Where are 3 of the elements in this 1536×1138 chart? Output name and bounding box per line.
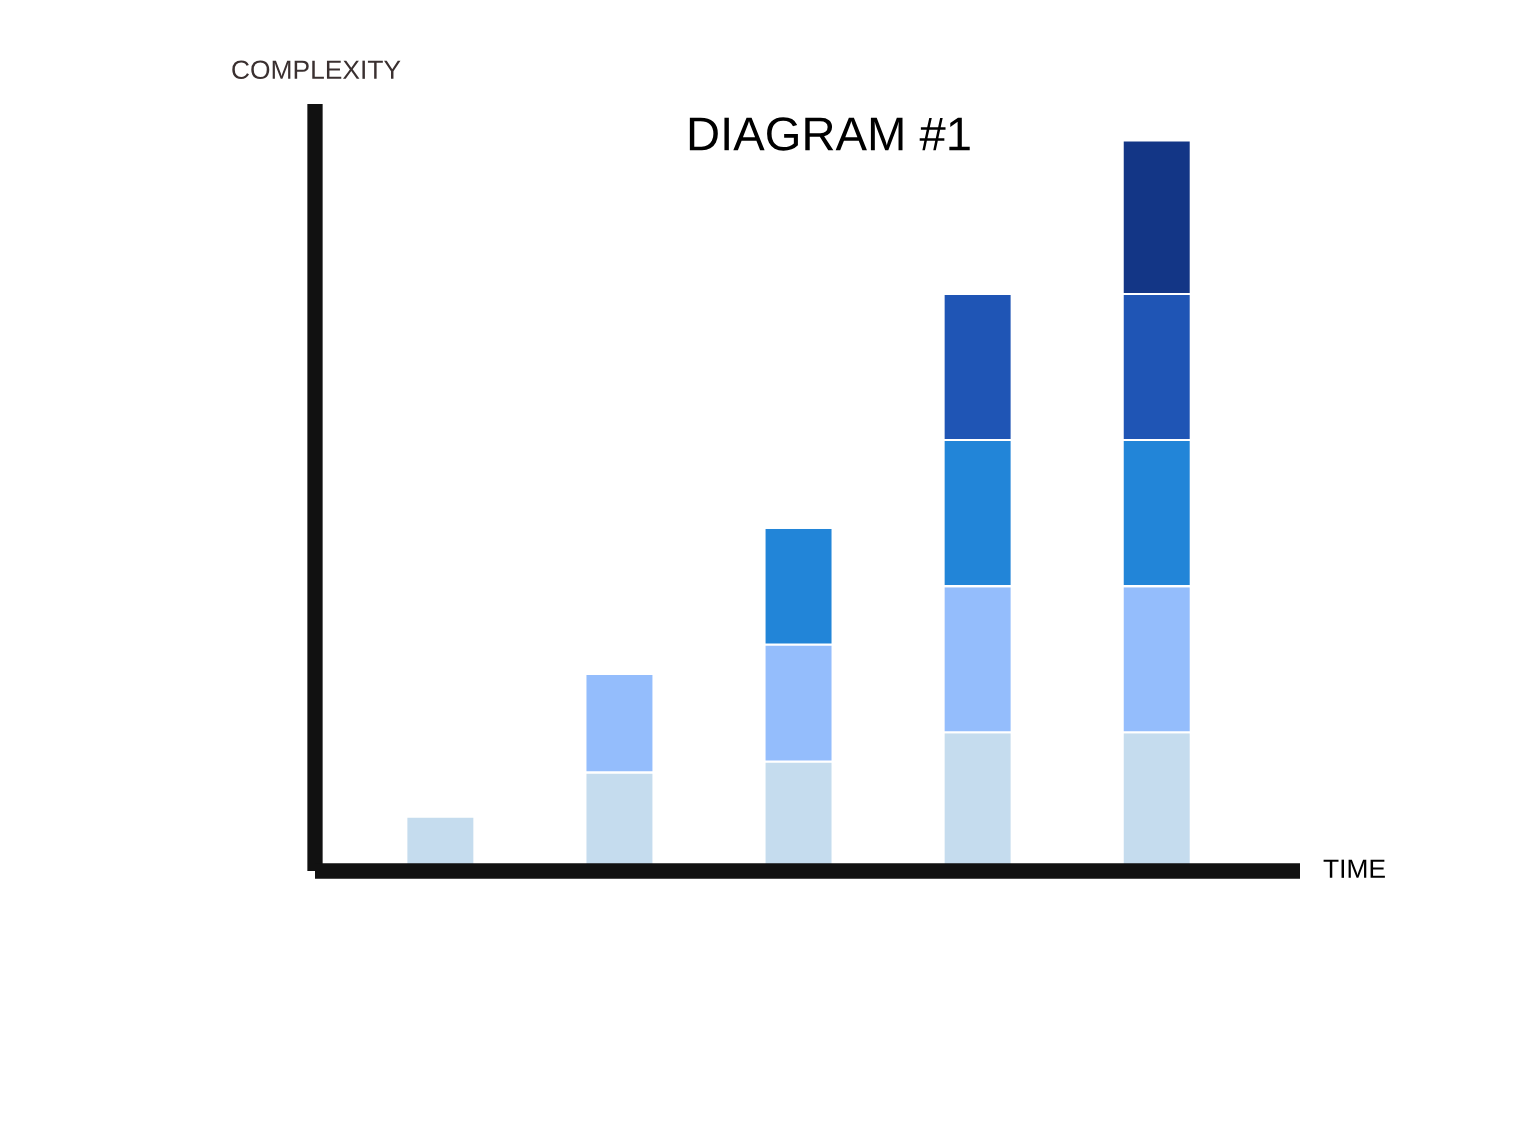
x-axis-title: TIME [1323, 859, 1385, 878]
y-axis-title: COMPLEXITY [232, 60, 401, 80]
chart-title: DIAGRAM #1 [689, 117, 970, 151]
